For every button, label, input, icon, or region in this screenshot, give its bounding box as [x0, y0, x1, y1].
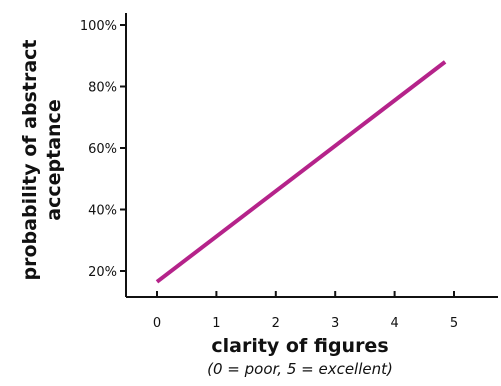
- x-tick-label: 1: [212, 316, 220, 331]
- x-tick-label: 3: [331, 316, 339, 331]
- y-axis-ticks: 20% 40% 60% 80% 100%: [80, 19, 126, 280]
- x-axis-label-note: (0 = poor, 5 = excellent): [207, 360, 393, 378]
- y-tick-label: 80%: [88, 81, 117, 96]
- x-tick-label: 0: [153, 316, 161, 331]
- axes: [125, 13, 498, 298]
- x-axis-ticks: 0 1 2 3 4 5: [153, 291, 458, 331]
- x-axis-label: clarity of figures: [211, 335, 388, 357]
- x-tick-label: 4: [390, 316, 398, 331]
- y-axis-label-line-1: probability of abstract: [19, 40, 41, 281]
- x-tick-label: 5: [450, 316, 458, 331]
- series-lines: [155, 60, 447, 284]
- y-tick-label: 20%: [88, 265, 117, 280]
- y-axis-label-line-2: acceptance: [43, 99, 65, 220]
- series-line-0: [155, 60, 447, 284]
- y-tick-label: 100%: [80, 19, 117, 34]
- x-tick-label: 2: [272, 316, 280, 331]
- y-tick-label: 40%: [88, 204, 117, 219]
- y-tick-label: 60%: [88, 142, 117, 157]
